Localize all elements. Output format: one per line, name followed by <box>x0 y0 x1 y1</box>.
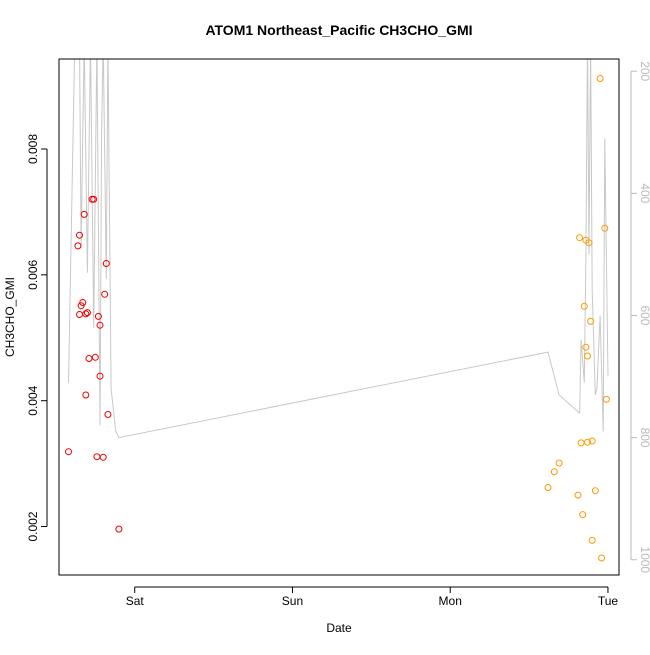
x-axis-tick-label: Mon <box>439 594 462 608</box>
data-point-series-2 <box>598 554 606 562</box>
data-point-series-1 <box>74 242 82 250</box>
data-point-series-1 <box>96 321 104 329</box>
data-point-series-1 <box>94 312 102 320</box>
y-axis-tick-label: 0.004 <box>26 385 40 415</box>
data-point-series-2 <box>544 484 552 491</box>
axes-group: Sat Sun Mon Tue 0.002 0.004 0.006 0.008 200 400 60… <box>26 61 650 608</box>
data-point-series-1 <box>101 290 109 298</box>
data-point-series-1 <box>90 195 98 203</box>
right-axis-tick-label: 800 <box>638 428 650 448</box>
chart-title: ATOM1 Northeast_Pacific CH3CHO_GMI <box>205 22 472 38</box>
data-point-series-1 <box>80 210 88 218</box>
right-axis-tick-label: 600 <box>638 305 650 325</box>
data-point-series-2 <box>582 343 590 351</box>
y-axis-label: CH3CHO_GMI <box>3 277 17 357</box>
data-point-series-1 <box>65 448 72 456</box>
data-point-series-1 <box>82 310 90 318</box>
data-point-series-2 <box>580 302 588 310</box>
data-point-series-1 <box>104 411 112 418</box>
data-point-series-1 <box>76 231 83 239</box>
data-point-series-2 <box>584 438 591 446</box>
right-axis-tick-label: 400 <box>638 183 650 203</box>
data-point-series-1 <box>85 355 93 362</box>
data-point-series-1 <box>79 299 87 306</box>
y-axis-tick-label: 0.002 <box>26 511 40 541</box>
data-points-group <box>65 75 610 562</box>
data-point-series-2 <box>550 468 558 476</box>
data-point-series-1 <box>82 391 90 399</box>
data-point-series-2 <box>588 536 596 544</box>
data-point-series-2 <box>579 511 587 519</box>
data-point-series-2 <box>601 224 609 232</box>
x-axis-tick-label: Tue <box>598 594 619 608</box>
data-point-series-2 <box>555 459 563 467</box>
data-point-series-2 <box>602 395 610 403</box>
x-axis-tick-label: Sun <box>282 594 303 608</box>
x-axis-tick-label: Sat <box>126 594 145 608</box>
data-point-series-1 <box>96 372 104 380</box>
right-axis-tick-label: 200 <box>638 61 650 81</box>
data-point-series-1 <box>91 353 99 361</box>
right-axis-tick-label: 1000 <box>638 546 650 573</box>
pressure-line-group <box>68 59 609 439</box>
data-point-series-2 <box>596 75 604 82</box>
pressure-series-line <box>68 59 609 439</box>
data-point-series-2 <box>587 317 595 325</box>
data-point-series-2 <box>585 239 593 247</box>
data-point-series-1 <box>115 525 123 533</box>
data-point-series-1 <box>83 309 91 317</box>
data-point-series-1 <box>102 260 110 267</box>
y-axis-tick-label: 0.008 <box>26 134 40 164</box>
data-point-series-2 <box>591 487 599 495</box>
data-point-series-1 <box>99 453 107 461</box>
plot-area-frame <box>58 58 620 576</box>
data-point-series-2 <box>574 491 582 499</box>
x-axis-label: Date <box>326 621 352 635</box>
y-axis-tick-label: 0.006 <box>26 259 40 289</box>
data-point-series-2 <box>584 352 591 360</box>
data-point-series-2 <box>576 234 584 242</box>
data-point-series-2 <box>588 437 596 445</box>
